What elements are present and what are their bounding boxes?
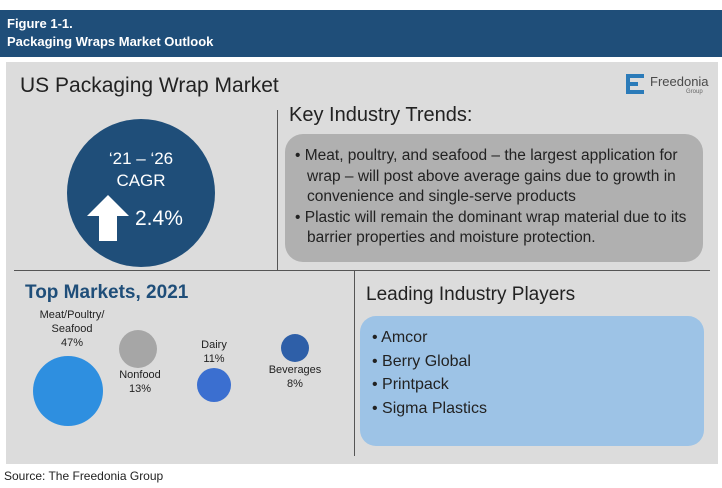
cagr-value: 2.4% <box>135 207 183 230</box>
top-markets-title: Top Markets, 2021 <box>25 282 189 303</box>
market-label-beverages: Beverages 8% <box>268 364 322 390</box>
figure-header: Figure 1-1. Packaging Wraps Market Outlo… <box>0 10 722 57</box>
player-item: Printpack <box>372 373 487 397</box>
trends-list: Meat, poultry, and seafood – the largest… <box>295 146 695 249</box>
main-title: US Packaging Wrap Market <box>20 74 279 97</box>
logo-name: Freedonia <box>650 74 709 89</box>
players-list: Amcor Berry Global Printpack Sigma Plast… <box>372 326 487 420</box>
players-title: Leading Industry Players <box>366 284 576 305</box>
up-arrow-icon <box>87 195 129 241</box>
logo-sub: Group <box>686 89 703 95</box>
trend-item: Meat, poultry, and seafood – the largest… <box>295 146 695 208</box>
freedonia-logo: Freedonia Group <box>626 72 716 100</box>
market-bubble-dairy <box>197 368 231 402</box>
trend-item: Plastic will remain the dominant wrap ma… <box>295 208 695 249</box>
market-label-nonfood: Nonfood 13% <box>119 369 161 395</box>
freedonia-logo-icon <box>626 74 644 94</box>
player-item: Sigma Plastics <box>372 397 487 421</box>
trends-title: Key Industry Trends: <box>289 104 473 126</box>
cagr-label: CAGR <box>116 171 166 190</box>
market-bubble-beverages <box>281 334 309 362</box>
trends-box: Meat, poultry, and seafood – the largest… <box>285 134 703 262</box>
divider-horizontal <box>14 270 710 271</box>
divider-vertical-top <box>277 110 278 270</box>
divider-vertical-bottom <box>354 271 355 456</box>
market-label-dairy: Dairy 11% <box>201 339 227 365</box>
source-note: Source: The Freedonia Group <box>4 469 164 483</box>
market-bubble-nonfood <box>119 330 157 368</box>
figure-title: Packaging Wraps Market Outlook <box>7 34 214 49</box>
figure-label: Figure 1-1. <box>7 16 73 31</box>
infographic-panel: US Packaging Wrap Market Freedonia Group… <box>6 62 718 464</box>
cagr-badge: ‘21 – ‘26 CAGR 2.4% <box>67 119 215 267</box>
market-bubble-meat <box>33 356 103 426</box>
cagr-period: ‘21 – ‘26 <box>108 149 174 168</box>
players-box: Amcor Berry Global Printpack Sigma Plast… <box>360 316 704 446</box>
market-label-meat: Meat/Poultry/ Seafood 47% <box>39 309 105 349</box>
player-item: Berry Global <box>372 350 487 374</box>
player-item: Amcor <box>372 326 487 350</box>
